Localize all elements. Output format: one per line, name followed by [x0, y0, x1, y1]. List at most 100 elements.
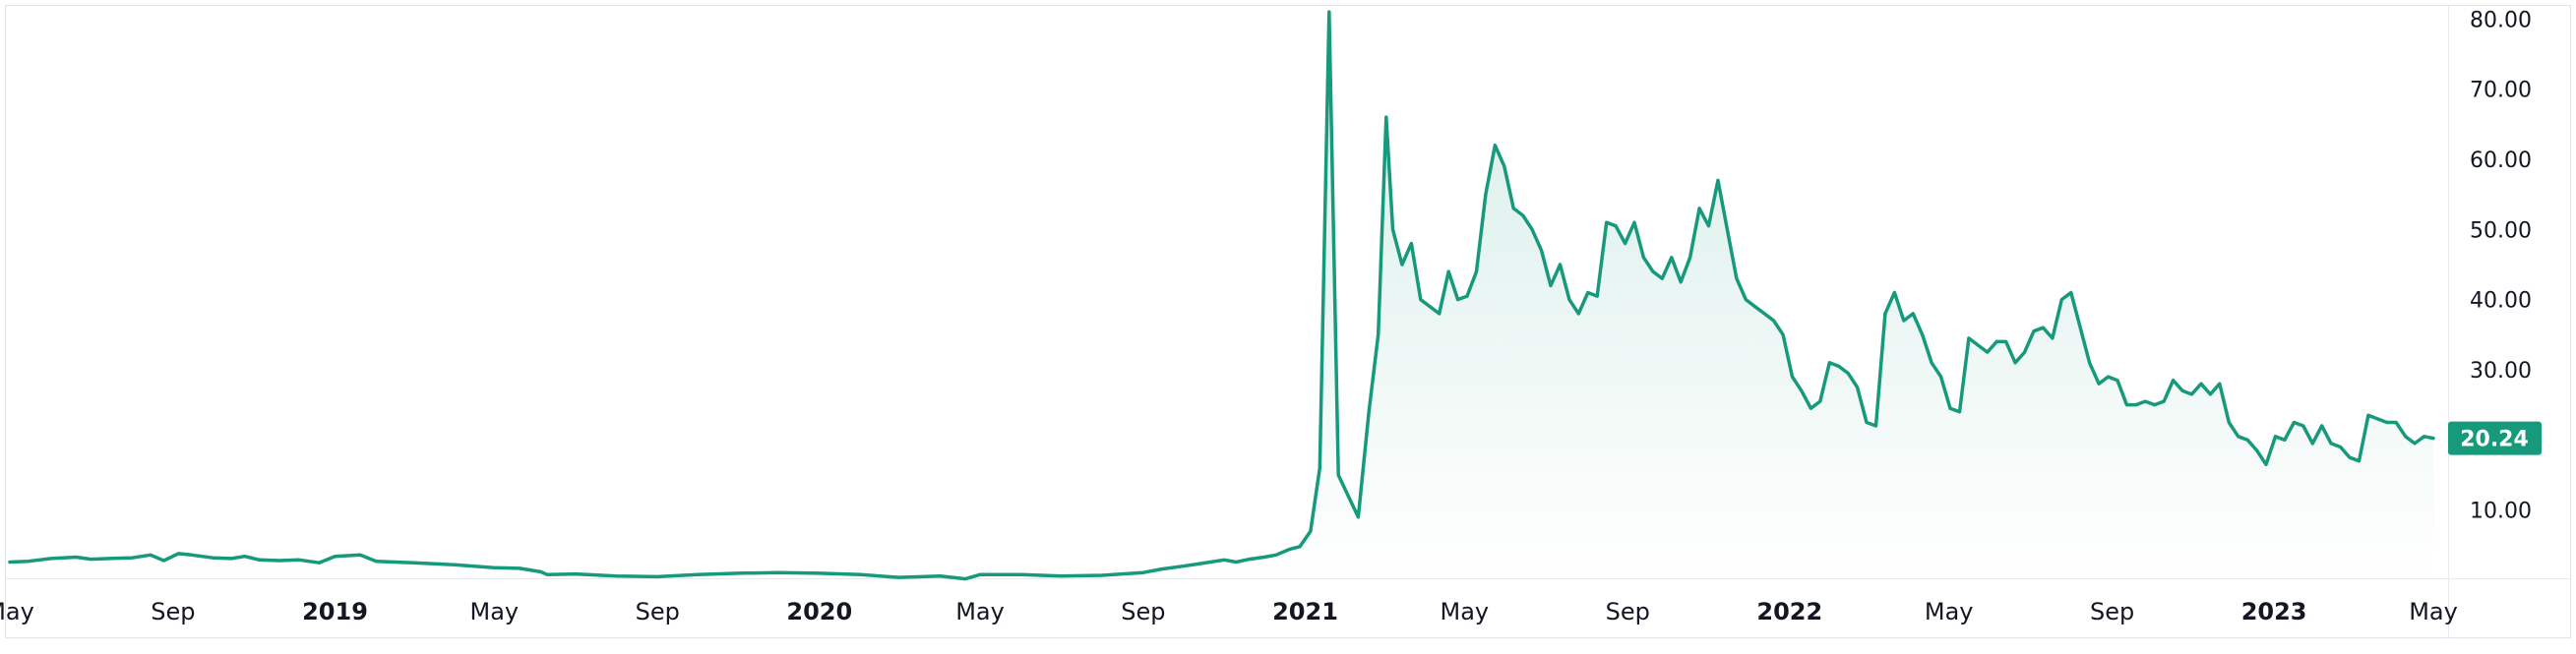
y-tick-label: 80.00 — [2470, 8, 2532, 32]
data-point — [318, 562, 321, 565]
data-point — [1615, 224, 1618, 227]
data-point — [615, 574, 618, 577]
x-tick-label: 2021 — [1272, 598, 1338, 625]
data-point — [519, 566, 521, 569]
data-point — [453, 564, 456, 566]
data-point — [1651, 270, 1654, 273]
data-point — [1309, 530, 1312, 533]
data-point — [1060, 574, 1063, 577]
last-price-badge-bg — [2448, 421, 2542, 455]
data-point — [1550, 284, 1552, 287]
data-point — [2014, 361, 2017, 364]
data-point — [2311, 442, 2314, 445]
data-point — [1707, 224, 1710, 227]
data-point — [2181, 389, 2184, 392]
data-point — [1670, 256, 1673, 259]
data-point — [2190, 392, 2193, 395]
data-point — [2134, 403, 2137, 406]
data-point — [1958, 410, 1961, 413]
data-point — [2274, 435, 2277, 438]
data-point — [574, 572, 577, 575]
data-point — [230, 557, 233, 560]
data-point — [1466, 295, 1468, 298]
data-point — [2079, 327, 2082, 329]
data-point — [2423, 435, 2425, 438]
data-point — [1248, 558, 1251, 561]
data-point — [1661, 277, 1664, 280]
data-point — [1726, 228, 1729, 231]
data-point — [2144, 400, 2147, 403]
data-point — [1745, 298, 1748, 301]
data-point — [1809, 407, 1812, 410]
data-point — [1299, 545, 1302, 548]
data-point — [1605, 221, 1608, 224]
y-tick-label: 50.00 — [2470, 218, 2532, 243]
data-point — [2153, 403, 2156, 406]
data-point — [2107, 376, 2110, 379]
x-tick-label: May — [469, 598, 519, 625]
data-point — [1484, 193, 1487, 196]
data-point — [1837, 365, 1840, 368]
data-point — [1141, 571, 1144, 574]
data-point — [108, 557, 111, 560]
data-point — [1357, 515, 1360, 518]
x-tick-label: 2023 — [2241, 598, 2307, 625]
x-tick-label: May — [1925, 598, 1974, 625]
data-point — [1763, 312, 1766, 315]
data-point — [2218, 383, 2221, 386]
data-point — [2349, 456, 2351, 459]
data-point — [777, 571, 779, 574]
data-point — [2163, 400, 2166, 403]
data-point — [1503, 165, 1505, 168]
data-point — [9, 561, 11, 564]
data-point — [1262, 556, 1265, 559]
data-point — [49, 557, 52, 560]
data-point — [818, 571, 821, 574]
data-point — [27, 560, 30, 563]
data-point — [298, 559, 300, 562]
data-point — [1949, 407, 1951, 410]
data-point — [2385, 421, 2388, 424]
data-point — [162, 560, 165, 562]
data-point — [737, 571, 740, 574]
data-point — [1883, 312, 1886, 315]
data-point — [1456, 298, 1459, 301]
data-point — [375, 560, 378, 563]
data-point — [1288, 548, 1291, 551]
data-point — [2301, 425, 2304, 427]
data-point — [2432, 437, 2434, 440]
y-tick-label: 40.00 — [2470, 289, 2532, 314]
data-point — [2116, 379, 2118, 382]
data-point — [656, 575, 659, 578]
chart-frame — [5, 5, 2571, 638]
data-point — [1559, 264, 1562, 266]
x-tick-label: Sep — [151, 598, 195, 625]
data-point — [1223, 559, 1226, 562]
data-point — [1818, 400, 1821, 403]
data-point — [2004, 340, 2007, 343]
data-point — [1967, 336, 1970, 339]
data-point — [334, 555, 337, 558]
series-area-fill — [10, 12, 2433, 581]
data-point — [2209, 392, 2212, 395]
data-point — [1893, 291, 1896, 294]
data-point — [1735, 277, 1738, 280]
data-point — [2088, 361, 2091, 364]
data-point — [1800, 389, 1803, 392]
data-point — [190, 554, 193, 557]
data-point — [859, 573, 862, 576]
data-point — [964, 577, 967, 580]
data-point — [493, 566, 496, 569]
x-tick-label: Sep — [636, 598, 680, 625]
x-tick-label: May — [1440, 598, 1489, 625]
data-point — [62, 557, 64, 560]
data-point — [1531, 228, 1534, 231]
data-point — [1182, 565, 1185, 567]
data-point — [1400, 264, 1403, 266]
data-point — [1368, 410, 1371, 413]
data-point — [546, 573, 549, 576]
x-tick-label: 2020 — [786, 598, 852, 625]
data-point — [277, 560, 280, 562]
